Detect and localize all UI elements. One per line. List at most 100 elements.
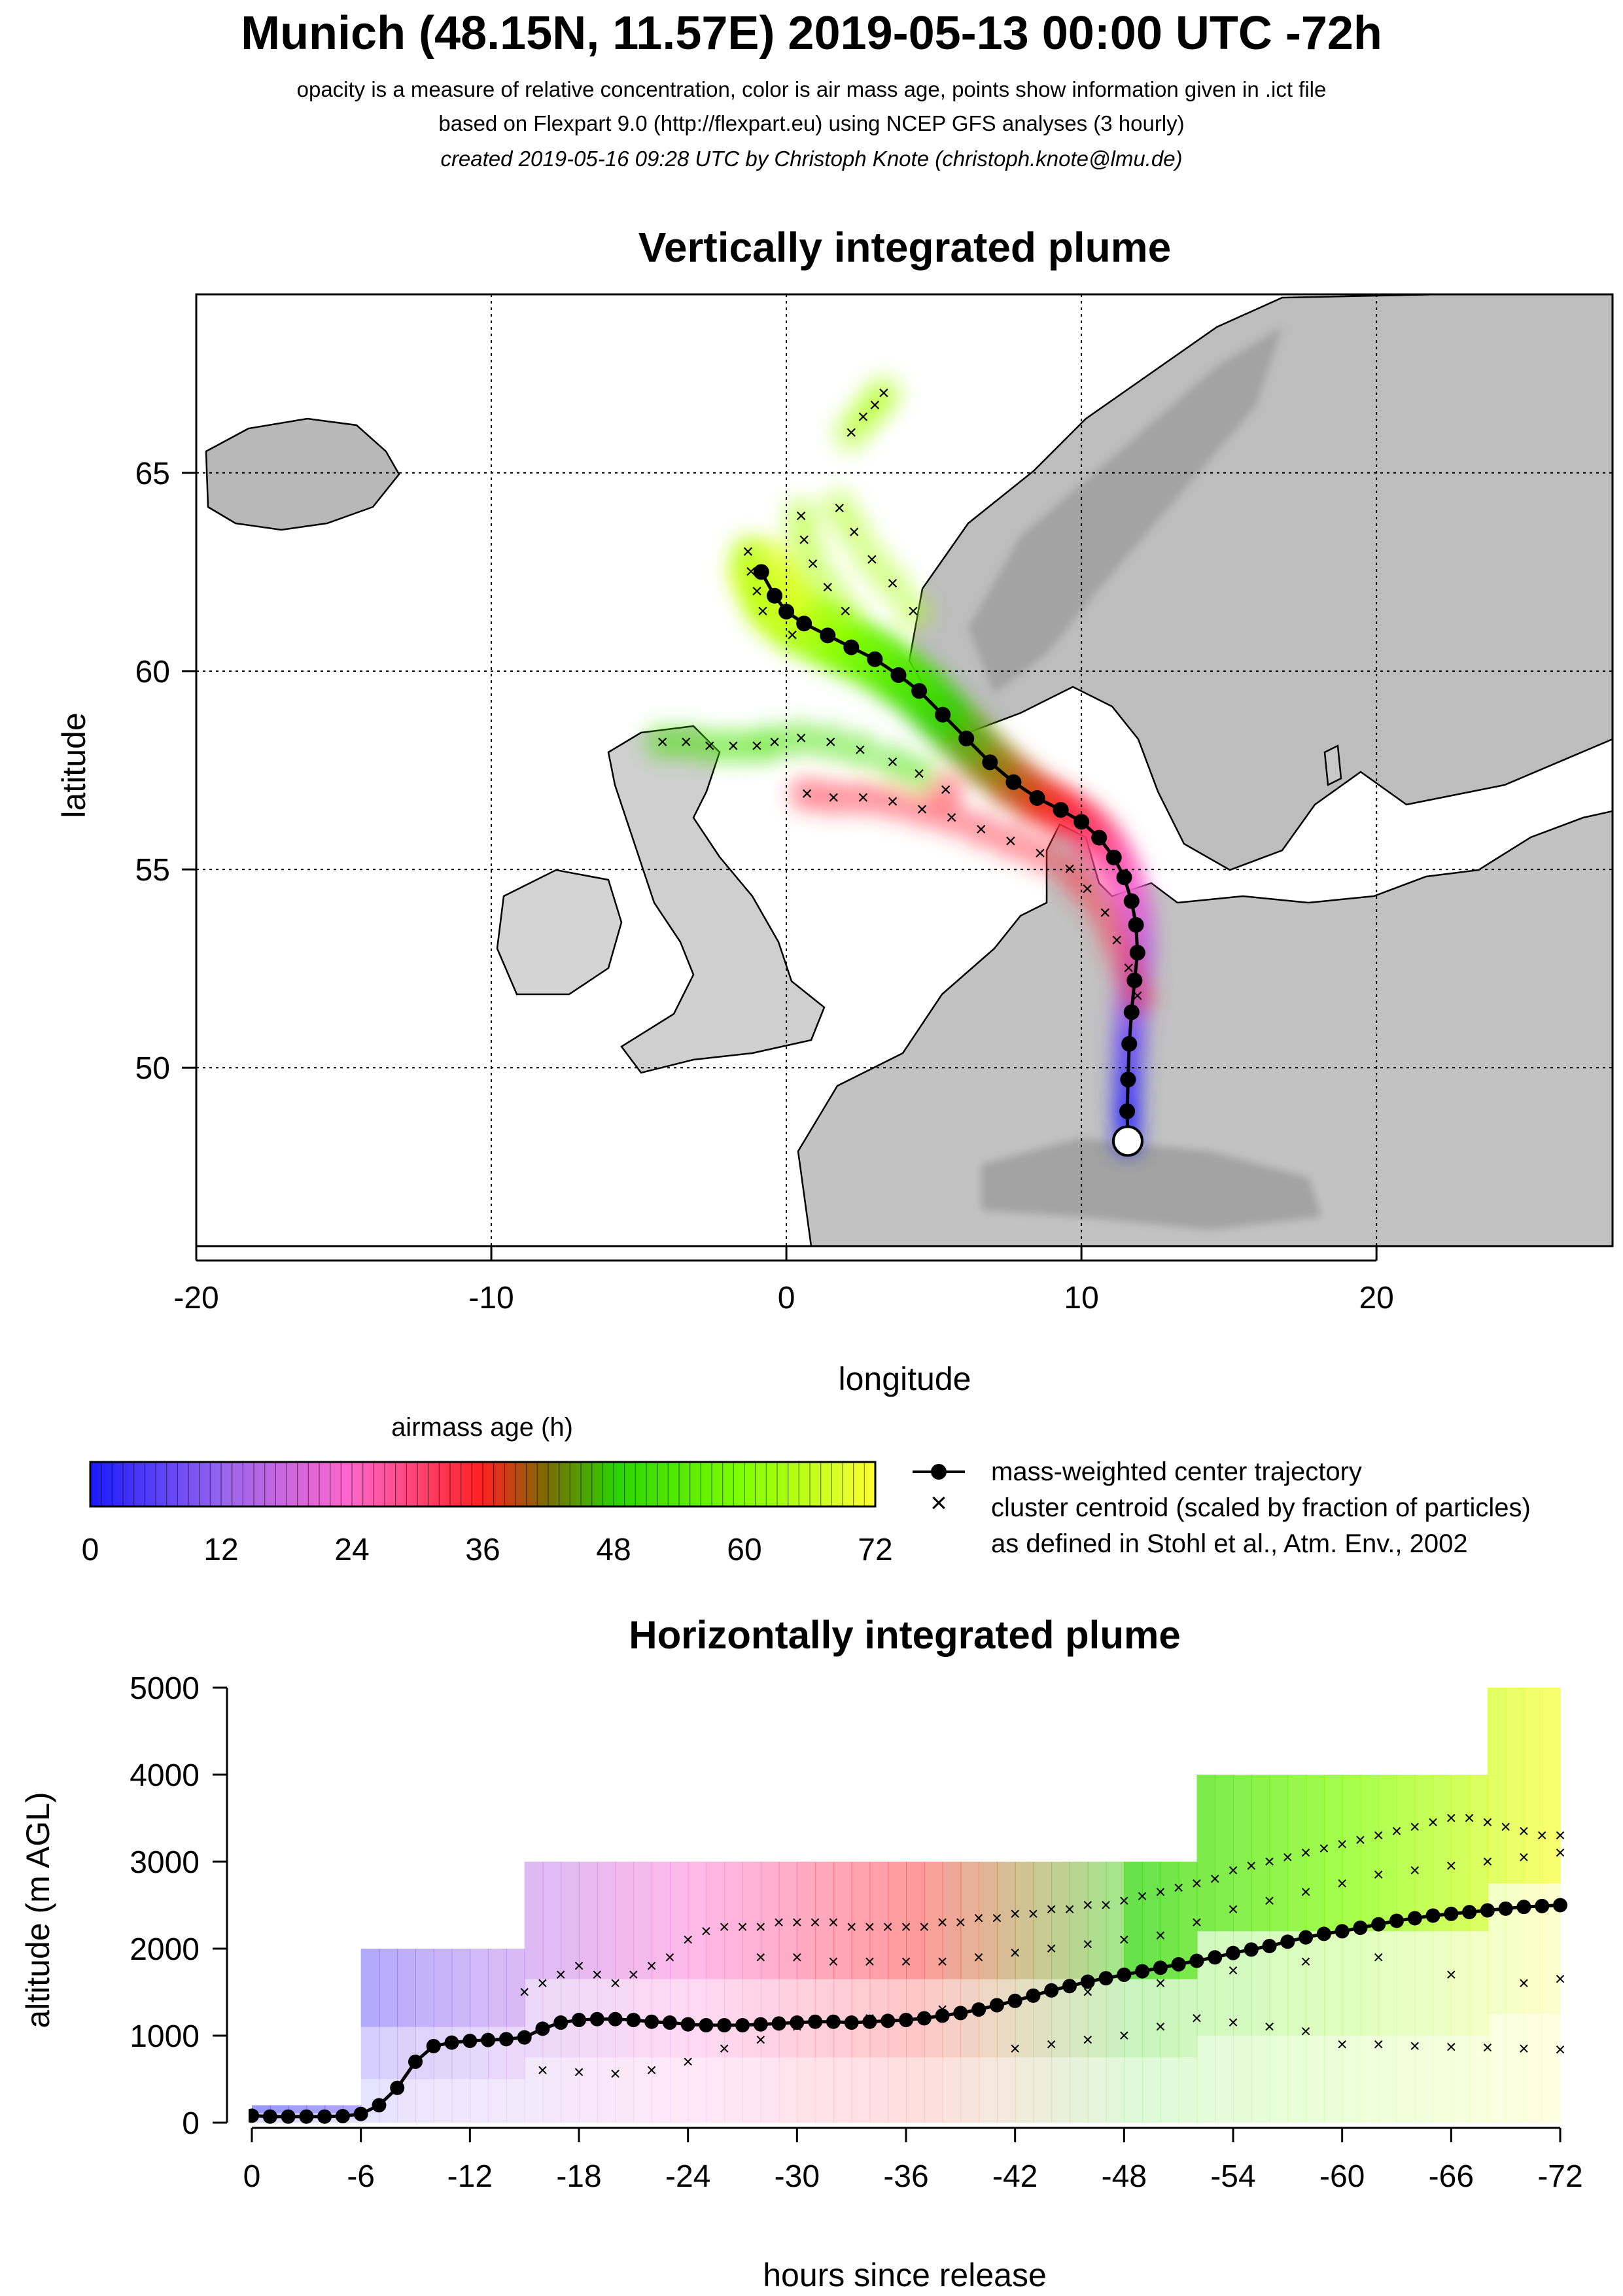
profile-centroid-marker: × <box>519 1982 529 2002</box>
profile-trajectory-point <box>1026 1988 1041 2003</box>
profile-trajectory-point <box>589 2011 604 2026</box>
profile-shade-cell <box>1451 2036 1471 2123</box>
profile-centroid-marker: × <box>1482 1812 1493 1832</box>
profile-centroid-marker: × <box>1228 1899 1238 1919</box>
subtitle-source: based on Flexpart 9.0 (http://flexpart.e… <box>438 111 1185 135</box>
profile-shade-cell <box>1269 2036 1289 2123</box>
profile-centroid-marker: × <box>1064 1899 1075 1919</box>
profile-trajectory-point <box>626 2013 641 2028</box>
profile-trajectory-point <box>1189 1953 1204 1968</box>
profile-centroid-marker: × <box>1173 1877 1183 1898</box>
profile-shade-cell <box>1306 1931 1325 2036</box>
profile-shade-cell <box>288 2118 307 2123</box>
profile-shade-cell <box>797 1862 816 1979</box>
profile-shade-cell <box>724 1979 743 2058</box>
profile-shade-cell <box>615 1862 635 1979</box>
profile-centroid-marker: × <box>1300 1882 1311 1902</box>
profile-centroid-marker: × <box>1191 2008 1202 2028</box>
profile-shade-cell <box>397 2026 416 2079</box>
profile-centroid-marker: × <box>1264 2017 1274 2037</box>
profile-shade-cell <box>524 2057 544 2123</box>
land-masses <box>205 294 1613 1246</box>
profile-shade-cell <box>1051 2057 1070 2123</box>
plume-blob <box>874 565 911 602</box>
map-centroid-marker: × <box>822 577 833 599</box>
profile-shade-cell <box>1087 2057 1107 2123</box>
profile-shade-cell <box>1070 2057 1089 2123</box>
profile-trajectory-point <box>1244 1942 1259 1957</box>
profile-shade-cell <box>306 2105 326 2113</box>
profile-centroid-marker: × <box>1191 1912 1202 1932</box>
plume-blob <box>933 799 970 837</box>
profile-shade-cell <box>742 1862 761 1979</box>
profile-trajectory-point <box>335 2109 350 2124</box>
profile-trajectory-point <box>1117 1967 1132 1982</box>
profile-shade-cell <box>869 1862 889 1979</box>
profile-trajectory-point <box>862 2014 877 2029</box>
profile-shade-cell <box>379 1949 398 2027</box>
profile-centroid-marker: × <box>1009 1943 1020 1963</box>
profile-axes: 0 -6 -12 -18 -24 -30 -36 -42 -48 -54 -60 -66 -72 0 100… <box>130 1671 1582 2194</box>
map-centroid-marker: × <box>854 739 866 761</box>
map-xtick-label: -20 <box>173 1281 218 1315</box>
profile-trajectory-point <box>249 2108 259 2123</box>
profile-trajectory-point <box>1226 1945 1240 1960</box>
profile-shade-cell <box>778 2057 798 2123</box>
profile-trajectory-point <box>1080 1974 1095 1989</box>
profile-centroid-marker: × <box>1482 2038 1493 2058</box>
profile-panel: × × × × × × × × × × × × × × × × × × × × × × × × × × × × × × × × × × × × × × × ×… <box>249 1688 1567 2124</box>
profile-ytick-label: 3000 <box>130 1845 200 1880</box>
profile-centroid-marker: × <box>1373 1864 1384 1885</box>
legend-centroid-marker: × <box>930 1487 947 1519</box>
profile-trajectory-point <box>1262 1939 1277 1954</box>
profile-trajectory-point <box>1044 1983 1059 1998</box>
profile-shade-cell <box>1196 2036 1216 2123</box>
map-trajectory-point <box>1029 790 1045 806</box>
map-centroid-marker: × <box>786 624 798 646</box>
map-centroid-marker: × <box>798 529 810 551</box>
profile-centroid-marker: × <box>719 2038 729 2059</box>
legend: mass-weighted center trajectory × cluste… <box>913 1457 1531 1558</box>
map-ylabel: latitude <box>56 712 92 818</box>
profile-shade-cell <box>1087 1862 1107 1979</box>
profile-shade-cell <box>306 2118 326 2123</box>
profile-shade-cell <box>815 1862 834 1979</box>
map-trajectory-point <box>1053 802 1069 818</box>
profile-xtick-label: -24 <box>665 2159 710 2194</box>
legend-centroid-label: cluster centroid (scaled by fraction of … <box>991 1493 1531 1522</box>
profile-shade-cell <box>1033 1862 1053 1979</box>
profile-trajectory-point <box>1498 1901 1513 1916</box>
profile-shade-cell <box>669 1862 689 1979</box>
profile-shade-cell <box>1178 1979 1198 2058</box>
map-centroid-marker: × <box>1081 878 1093 899</box>
profile-centroid-marker: × <box>756 1947 766 1967</box>
profile-shade-cell <box>996 1979 1016 2058</box>
profile-shade-cell <box>1323 1775 1343 1932</box>
profile-centroid-marker: × <box>1555 2039 1565 2059</box>
profile-shade-cell <box>1124 1862 1143 1979</box>
profile-centroid-marker: × <box>1083 1895 1093 1915</box>
profile-trajectory-point <box>317 2109 332 2124</box>
profile-shade-cell <box>1342 1775 1361 1932</box>
map-cluster-centroids: ×××××××××××××××××××× × × × × × × × ××××× × × × × ××××… <box>657 383 1143 1007</box>
map-centroid-marker: × <box>907 600 919 622</box>
profile-centroid-marker: × <box>1373 1825 1384 1845</box>
profile-trajectory-point <box>953 2006 968 2021</box>
profile-shade-cell <box>597 2057 616 2123</box>
profile-shade-cell <box>1360 2036 1380 2123</box>
map-centroid-marker: × <box>866 549 878 570</box>
profile-centroid-marker: × <box>1410 1817 1420 1837</box>
profile-centroid-marker: × <box>955 1912 966 1932</box>
map-ytick-label: 50 <box>135 1051 170 1086</box>
profile-shade-cell <box>1451 1775 1471 1932</box>
profile-shade-cell <box>379 2026 398 2079</box>
map-centroid-marker: × <box>975 818 987 840</box>
profile-trajectory-point <box>1280 1934 1295 1949</box>
profile-centroid-marker: × <box>1046 2034 1056 2054</box>
profile-shade-cell <box>724 2057 743 2123</box>
profile-centroid-marker: × <box>792 1912 802 1932</box>
profile-shade-cell <box>869 2057 889 2123</box>
profile-centroid-marker: × <box>792 1947 802 1967</box>
map-trajectory-point <box>1123 1004 1140 1020</box>
profile-centroid-marker: × <box>1300 1951 1311 1972</box>
